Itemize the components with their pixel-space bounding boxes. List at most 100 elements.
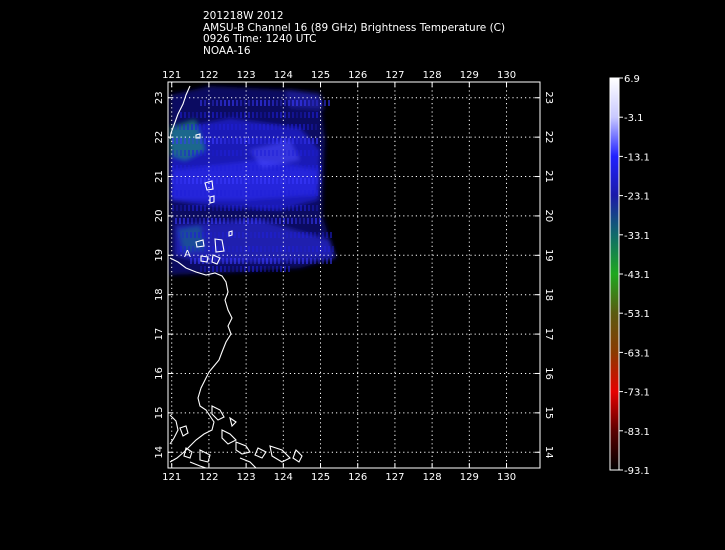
swath-pixel bbox=[252, 266, 254, 272]
swath-pixel bbox=[304, 138, 306, 144]
swath-pixel bbox=[252, 205, 254, 211]
swath-pixel bbox=[291, 124, 293, 130]
axis-tickmarks bbox=[168, 82, 540, 468]
swath-pixel bbox=[304, 150, 306, 156]
colorbar-label: -13.1 bbox=[624, 152, 650, 163]
swath-pixel bbox=[319, 218, 321, 224]
lon-tick-label-top: 122 bbox=[199, 70, 218, 81]
swath-pixel bbox=[216, 246, 218, 252]
swath-pixel bbox=[254, 258, 256, 264]
lon-tick-label-top: 123 bbox=[237, 70, 256, 81]
swath-pixel bbox=[300, 138, 302, 144]
colorbar-labels: 6.9 -3.1 -13.1 -23.1 -33.1 -43.1 -53.1 -63.1 -73… bbox=[619, 74, 650, 477]
swath-pixel bbox=[298, 258, 300, 264]
swath-pixel bbox=[284, 150, 286, 156]
swath-pixel bbox=[295, 218, 297, 224]
swath-pixel bbox=[284, 165, 286, 171]
swath-pixel bbox=[216, 205, 218, 211]
swath-pixel bbox=[300, 246, 302, 252]
swath-pixel bbox=[187, 124, 189, 130]
swath-pixel bbox=[200, 138, 202, 144]
swath-pixel bbox=[294, 258, 296, 264]
swath-pixel bbox=[232, 266, 234, 272]
swath-pixel bbox=[214, 232, 216, 238]
swath-pixel bbox=[268, 150, 270, 156]
swath-pixel bbox=[251, 124, 253, 130]
swath-pixel bbox=[236, 266, 238, 272]
swath-pixel bbox=[272, 190, 274, 196]
swath-pixel bbox=[280, 266, 282, 272]
swath-pixel bbox=[308, 150, 310, 156]
swath-pixel bbox=[272, 100, 274, 106]
swath-pixel bbox=[196, 138, 198, 144]
swath-pixel bbox=[264, 100, 266, 106]
swath-pixel bbox=[172, 138, 174, 144]
swath-pixel bbox=[200, 112, 202, 118]
swath-pixel bbox=[188, 150, 190, 156]
swath-pixel bbox=[260, 165, 262, 171]
swath-pixel bbox=[176, 205, 178, 211]
swath-pixel bbox=[322, 232, 324, 238]
lat-tick-label-left: 15 bbox=[154, 406, 165, 419]
swath-pixel bbox=[255, 124, 257, 130]
swath-pixel bbox=[312, 178, 314, 184]
swath-pixel bbox=[316, 178, 318, 184]
swath-pixel bbox=[260, 266, 262, 272]
swath-pixel bbox=[288, 205, 290, 211]
lat-tick-label-left: 23 bbox=[154, 91, 165, 104]
swath-pixel bbox=[191, 218, 193, 224]
swath-pixel bbox=[196, 112, 198, 118]
swath-pixel bbox=[192, 112, 194, 118]
swath-pixel bbox=[264, 178, 266, 184]
swath-pixel bbox=[288, 178, 290, 184]
swath-pixel bbox=[292, 246, 294, 252]
swath-pixel bbox=[288, 138, 290, 144]
swath-pixel bbox=[276, 150, 278, 156]
swath-pixel bbox=[243, 218, 245, 224]
swath-pixel bbox=[240, 266, 242, 272]
swath-pixel bbox=[272, 178, 274, 184]
swath-pixel bbox=[184, 178, 186, 184]
swath-pixel bbox=[256, 138, 258, 144]
colorbar-label: -23.1 bbox=[624, 192, 650, 203]
swath-pixel bbox=[244, 150, 246, 156]
swath-pixel bbox=[236, 150, 238, 156]
swath-pixel bbox=[312, 100, 314, 106]
swath-pixel bbox=[260, 112, 262, 118]
swath-pixel bbox=[266, 258, 268, 264]
swath-pixel bbox=[180, 190, 182, 196]
swath-pixel bbox=[276, 138, 278, 144]
swath-pixel bbox=[310, 232, 312, 238]
latitude-labels-left: 14 15 16 17 18 19 20 21 22 23 bbox=[154, 91, 165, 458]
map-frame bbox=[167, 81, 541, 469]
swath-pixel bbox=[252, 138, 254, 144]
lat-tick-label-right: 22 bbox=[543, 131, 554, 144]
swath-pixel bbox=[179, 218, 181, 224]
swath-pixel bbox=[307, 124, 309, 130]
swath-pixel bbox=[204, 112, 206, 118]
swath-pixel bbox=[203, 218, 205, 224]
swath-pixel bbox=[200, 190, 202, 196]
swath-pixel bbox=[219, 124, 221, 130]
swath-pixel bbox=[304, 205, 306, 211]
swath-pixel bbox=[212, 138, 214, 144]
swath-pixel bbox=[322, 258, 324, 264]
swath-pixel bbox=[296, 190, 298, 196]
swath-pixel bbox=[200, 266, 202, 272]
swath-pixel bbox=[212, 190, 214, 196]
swath-pixel bbox=[294, 232, 296, 238]
swath-pixel bbox=[272, 138, 274, 144]
swath-pixel bbox=[188, 165, 190, 171]
swath-pixel bbox=[278, 232, 280, 238]
swath-pixel bbox=[172, 190, 174, 196]
swath-pixel bbox=[176, 178, 178, 184]
swath-pixel bbox=[184, 138, 186, 144]
swath-pixel bbox=[260, 246, 262, 252]
swath-pixel bbox=[196, 190, 198, 196]
swath-pixel bbox=[248, 100, 250, 106]
swath-pixel bbox=[330, 232, 332, 238]
swath-pixel bbox=[239, 218, 241, 224]
swath-pixel bbox=[275, 124, 277, 130]
swath-pixel bbox=[223, 124, 225, 130]
swath-pixel bbox=[227, 124, 229, 130]
